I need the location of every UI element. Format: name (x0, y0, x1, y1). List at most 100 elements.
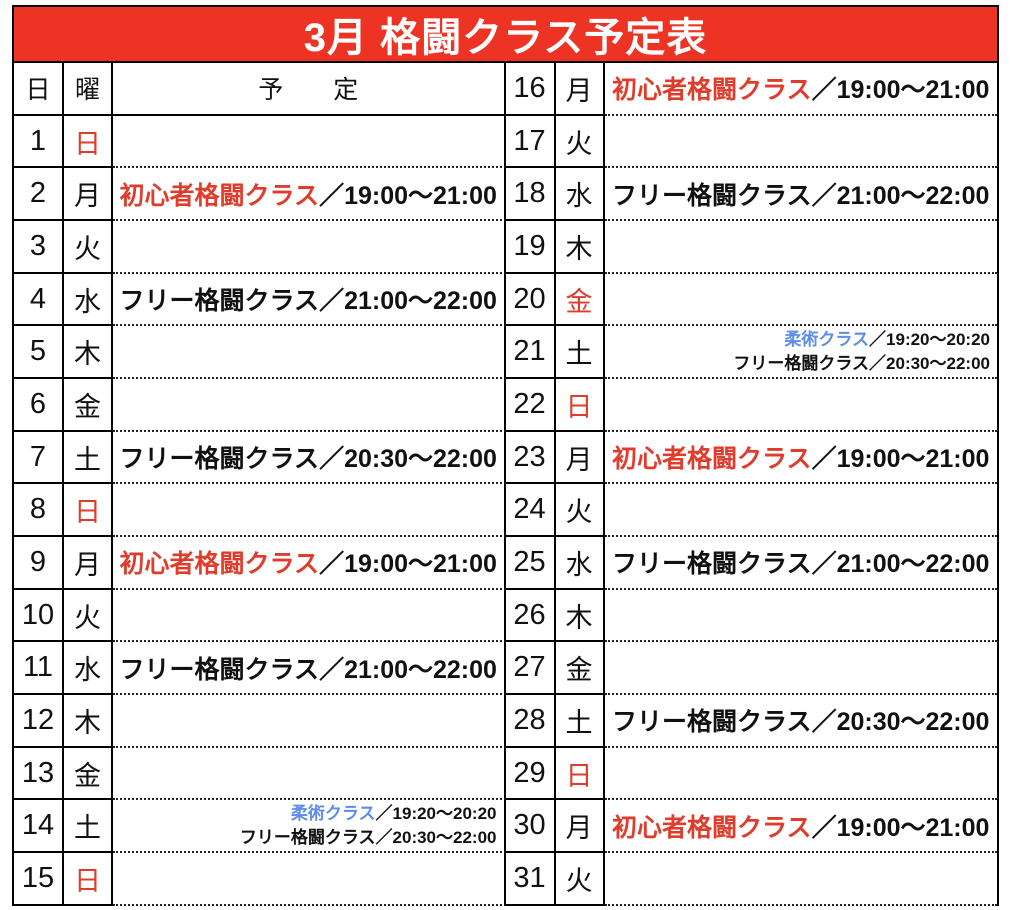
schedule-cell-24 (604, 484, 997, 538)
day-cell-31: 31 (505, 853, 556, 906)
class-time: ／20:30〜22:00 (375, 827, 497, 847)
schedule-cell-25: フリー格闘クラス ／21:00〜22:00 (604, 537, 997, 590)
schedule-cell-21: 柔術クラス／19:20〜20:20 フリー格闘クラス／20:30〜22:00 (604, 326, 997, 380)
weekday-cell-17: 火 (555, 115, 605, 169)
schedule-cell-18: フリー格闘クラス ／21:00〜22:00 (604, 168, 997, 222)
day-cell-21: 21 (505, 326, 556, 380)
class-name: 初心者格闘クラス (119, 181, 320, 210)
day-cell-10: 10 (14, 589, 64, 643)
weekday-cell-2: 月 (64, 168, 113, 222)
day-cell-9: 9 (14, 537, 64, 590)
day-cell-24: 24 (505, 484, 556, 538)
weekday-cell-19: 木 (555, 221, 605, 274)
weekday-cell-31: 火 (555, 853, 605, 906)
day-cell-22: 22 (505, 379, 556, 432)
class-time: ／19:20〜20:20 (375, 803, 497, 823)
class-name: フリー格闘クラス (612, 181, 812, 210)
class-time: ／19:00〜21:00 (811, 445, 990, 474)
class-name: フリー格闘クラス (239, 827, 376, 847)
day-cell-15: 15 (14, 853, 64, 906)
day-cell-1: 1 (14, 115, 64, 169)
day-cell-2: 2 (14, 168, 64, 222)
schedule-cell-7: フリー格闘クラス ／20:30〜22:00 (113, 431, 506, 485)
weekday-cell-13: 金 (64, 747, 113, 801)
schedule-cell-8 (113, 484, 506, 538)
day-cell-7: 7 (14, 431, 64, 485)
day-cell-18: 18 (505, 168, 556, 222)
day-cell-20: 20 (505, 273, 556, 327)
class-time: ／19:00〜21:00 (319, 181, 497, 210)
weekday-cell-30: 月 (555, 800, 605, 854)
class-time: ／19:20〜20:20 (869, 329, 990, 349)
class-time: ／21:00〜22:00 (319, 655, 497, 684)
weekday-cell-25: 水 (555, 537, 605, 590)
schedule-line: フリー格闘クラス／20:30〜22:00 (240, 826, 497, 850)
weekday-cell-21: 土 (555, 326, 605, 380)
class-time: ／20:30〜22:00 (811, 708, 990, 737)
schedule-cell-1 (113, 115, 506, 169)
schedule-line: 柔術クラス／19:20〜20:20 (784, 328, 990, 352)
weekday-cell-27: 金 (555, 642, 605, 696)
day-cell-27: 27 (505, 642, 556, 696)
weekday-cell-9: 月 (64, 537, 113, 590)
day-cell-28: 28 (505, 695, 556, 748)
weekday-cell-10: 火 (64, 589, 113, 643)
day-cell-26: 26 (505, 589, 556, 643)
weekday-cell-8: 日 (64, 484, 113, 538)
schedule-cell-20 (604, 274, 997, 327)
day-cell-4: 4 (14, 273, 64, 327)
class-name: 初心者格闘クラス (612, 445, 812, 474)
schedule-cell-2: 初心者格闘クラス ／19:00〜21:00 (113, 168, 506, 222)
schedule-cell-5 (113, 326, 506, 380)
day-cell-3: 3 (14, 221, 64, 274)
day-cell-17: 17 (505, 115, 556, 169)
weekday-cell-4: 水 (64, 273, 113, 327)
schedule-cell-10 (113, 589, 506, 643)
weekday-cell-6: 金 (64, 379, 113, 432)
header-schedule: 予 定 (113, 63, 506, 116)
class-name: 初心者格闘クラス (612, 76, 812, 105)
class-name: フリー格闘クラス (119, 655, 320, 684)
schedule-cell-28: フリー格闘クラス ／20:30〜22:00 (604, 695, 997, 748)
schedule-cell-15 (113, 853, 506, 906)
calendar-table: 日 曜 予 定 16 月初心者格闘クラス ／19:00〜21:00 1 日 17 火 2 月初心… (12, 63, 999, 906)
schedule-cell-17 (604, 116, 997, 169)
schedule-cell-27 (604, 642, 997, 696)
weekday-cell-12: 木 (64, 695, 113, 748)
class-name: フリー格闘クラス (119, 287, 320, 316)
schedule-cell-14: 柔術クラス／19:20〜20:20 フリー格闘クラス／20:30〜22:00 (113, 800, 506, 854)
weekday-cell-23: 月 (555, 431, 605, 485)
schedule-cell-6 (113, 379, 506, 432)
class-time: ／20:30〜22:00 (869, 353, 990, 373)
weekday-cell-24: 火 (555, 484, 605, 538)
weekday-cell-29: 日 (555, 747, 605, 801)
weekday-cell-16: 月 (555, 63, 605, 116)
class-time: ／19:00〜21:00 (811, 813, 990, 842)
class-time: ／21:00〜22:00 (811, 181, 990, 210)
day-cell-23: 23 (505, 431, 556, 485)
day-cell-12: 12 (14, 695, 64, 748)
weekday-cell-15: 日 (64, 853, 113, 906)
weekday-cell-28: 土 (555, 695, 605, 748)
weekday-cell-11: 水 (64, 642, 113, 696)
class-name: フリー格闘クラス (733, 353, 870, 373)
class-time: ／21:00〜22:00 (811, 550, 990, 579)
class-name: フリー格闘クラス (612, 550, 812, 579)
weekday-cell-7: 土 (64, 431, 113, 485)
class-name: 柔術クラス (290, 803, 376, 823)
day-cell-29: 29 (505, 747, 556, 801)
class-time: ／20:30〜22:00 (319, 445, 497, 474)
schedule-cell-16: 初心者格闘クラス ／19:00〜21:00 (604, 63, 997, 116)
day-cell-19: 19 (505, 221, 556, 274)
day-cell-6: 6 (14, 379, 64, 432)
schedule-line: フリー格闘クラス／20:30〜22:00 (733, 352, 990, 376)
schedule-cell-12 (113, 695, 506, 748)
schedule-cell-30: 初心者格闘クラス ／19:00〜21:00 (604, 800, 997, 854)
schedule-cell-11: フリー格闘クラス ／21:00〜22:00 (113, 642, 506, 696)
schedule-cell-31 (604, 853, 997, 906)
schedule-cell-29 (604, 748, 997, 801)
class-name: フリー格闘クラス (612, 708, 812, 737)
class-name: 初心者格闘クラス (119, 550, 320, 579)
schedule-cell-4: フリー格闘クラス ／21:00〜22:00 (113, 273, 506, 327)
